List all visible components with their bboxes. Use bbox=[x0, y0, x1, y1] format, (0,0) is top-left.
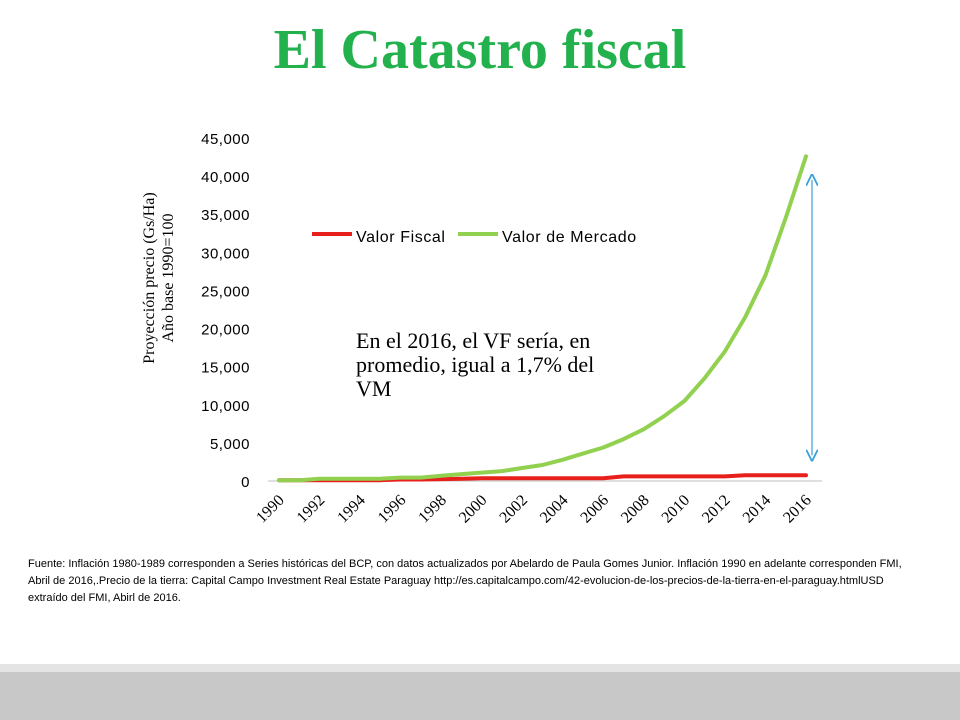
series-line-valor-mercado bbox=[277, 154, 808, 483]
x-tick-label: 1990 bbox=[253, 492, 288, 527]
x-tick-label: 1996 bbox=[375, 492, 410, 527]
y-tick-label: 30,000 bbox=[201, 245, 250, 262]
y-axis-label-line2: Año base 1990=100 bbox=[160, 213, 177, 342]
annotation-text: En el 2016, el VF sería, en promedio, ig… bbox=[356, 328, 594, 401]
x-tick-label: 1998 bbox=[415, 492, 450, 527]
legend: Valor Fiscal Valor de Mercado bbox=[312, 229, 637, 246]
y-axis-label-line1: Proyección precio (Gs/Ha) bbox=[141, 192, 158, 364]
annotation-line-1: En el 2016, el VF sería, en bbox=[356, 328, 590, 353]
price-projection-chart: Proyección precio (Gs/Ha) Año base 1990=… bbox=[141, 131, 822, 527]
y-tick-label: 10,000 bbox=[201, 398, 250, 415]
footer-bar bbox=[0, 672, 960, 720]
x-tick-label: 2006 bbox=[577, 492, 612, 527]
y-tick-label: 20,000 bbox=[201, 322, 250, 339]
x-axis-ticks: 1990 1992 1994 1996 1998 2000 2002 2004 2006 2008… bbox=[253, 492, 815, 527]
series-layer bbox=[277, 154, 808, 483]
y-tick-label: 5,000 bbox=[210, 436, 250, 453]
y-tick-label: 40,000 bbox=[201, 169, 250, 186]
y-tick-label: 35,000 bbox=[201, 207, 250, 224]
x-tick-label: 2002 bbox=[496, 492, 531, 527]
y-tick-label: 25,000 bbox=[201, 283, 250, 300]
annotation-line-3: VM bbox=[356, 376, 391, 401]
x-tick-label: 1992 bbox=[294, 492, 329, 527]
x-tick-label: 2016 bbox=[780, 492, 815, 527]
legend-label-valor-fiscal: Valor Fiscal bbox=[356, 229, 446, 246]
footer-bar-light bbox=[0, 664, 960, 672]
annotation-line-2: promedio, igual a 1,7% del bbox=[356, 352, 594, 377]
x-tick-label: 2012 bbox=[699, 492, 734, 527]
y-tick-label: 0 bbox=[241, 474, 250, 491]
source-note: Fuente: Inflación 1980-1989 corresponden… bbox=[28, 558, 902, 604]
x-tick-label: 2014 bbox=[740, 492, 775, 527]
slide-title: El Catastro fiscal bbox=[273, 19, 687, 81]
x-tick-label: 2010 bbox=[659, 492, 694, 527]
x-tick-label: 2000 bbox=[456, 492, 491, 527]
x-tick-label: 2008 bbox=[618, 492, 653, 527]
y-tick-label: 15,000 bbox=[201, 360, 250, 377]
x-tick-label: 2004 bbox=[537, 492, 572, 527]
y-axis-ticks: 0 5,000 10,000 15,000 20,000 25,000 30,000 35,0… bbox=[201, 131, 250, 491]
legend-label-valor-mercado: Valor de Mercado bbox=[502, 229, 637, 246]
x-tick-label: 1994 bbox=[334, 492, 369, 527]
y-tick-label: 45,000 bbox=[201, 131, 250, 148]
